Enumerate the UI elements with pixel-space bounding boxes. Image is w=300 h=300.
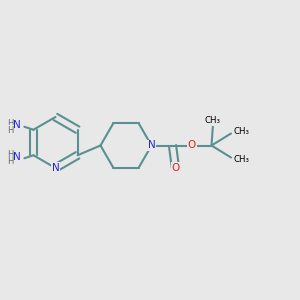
Text: H: H bbox=[7, 126, 14, 135]
Text: H: H bbox=[7, 157, 14, 166]
Text: O: O bbox=[171, 163, 180, 173]
Text: N: N bbox=[13, 120, 21, 130]
Text: CH₃: CH₃ bbox=[234, 128, 250, 136]
Text: CH₃: CH₃ bbox=[234, 154, 250, 164]
Text: N: N bbox=[52, 163, 59, 173]
Text: N: N bbox=[13, 152, 21, 162]
Text: O: O bbox=[188, 140, 196, 151]
Text: H: H bbox=[7, 150, 14, 159]
Text: N: N bbox=[148, 140, 155, 151]
Text: H: H bbox=[7, 118, 14, 128]
Text: CH₃: CH₃ bbox=[205, 116, 221, 125]
